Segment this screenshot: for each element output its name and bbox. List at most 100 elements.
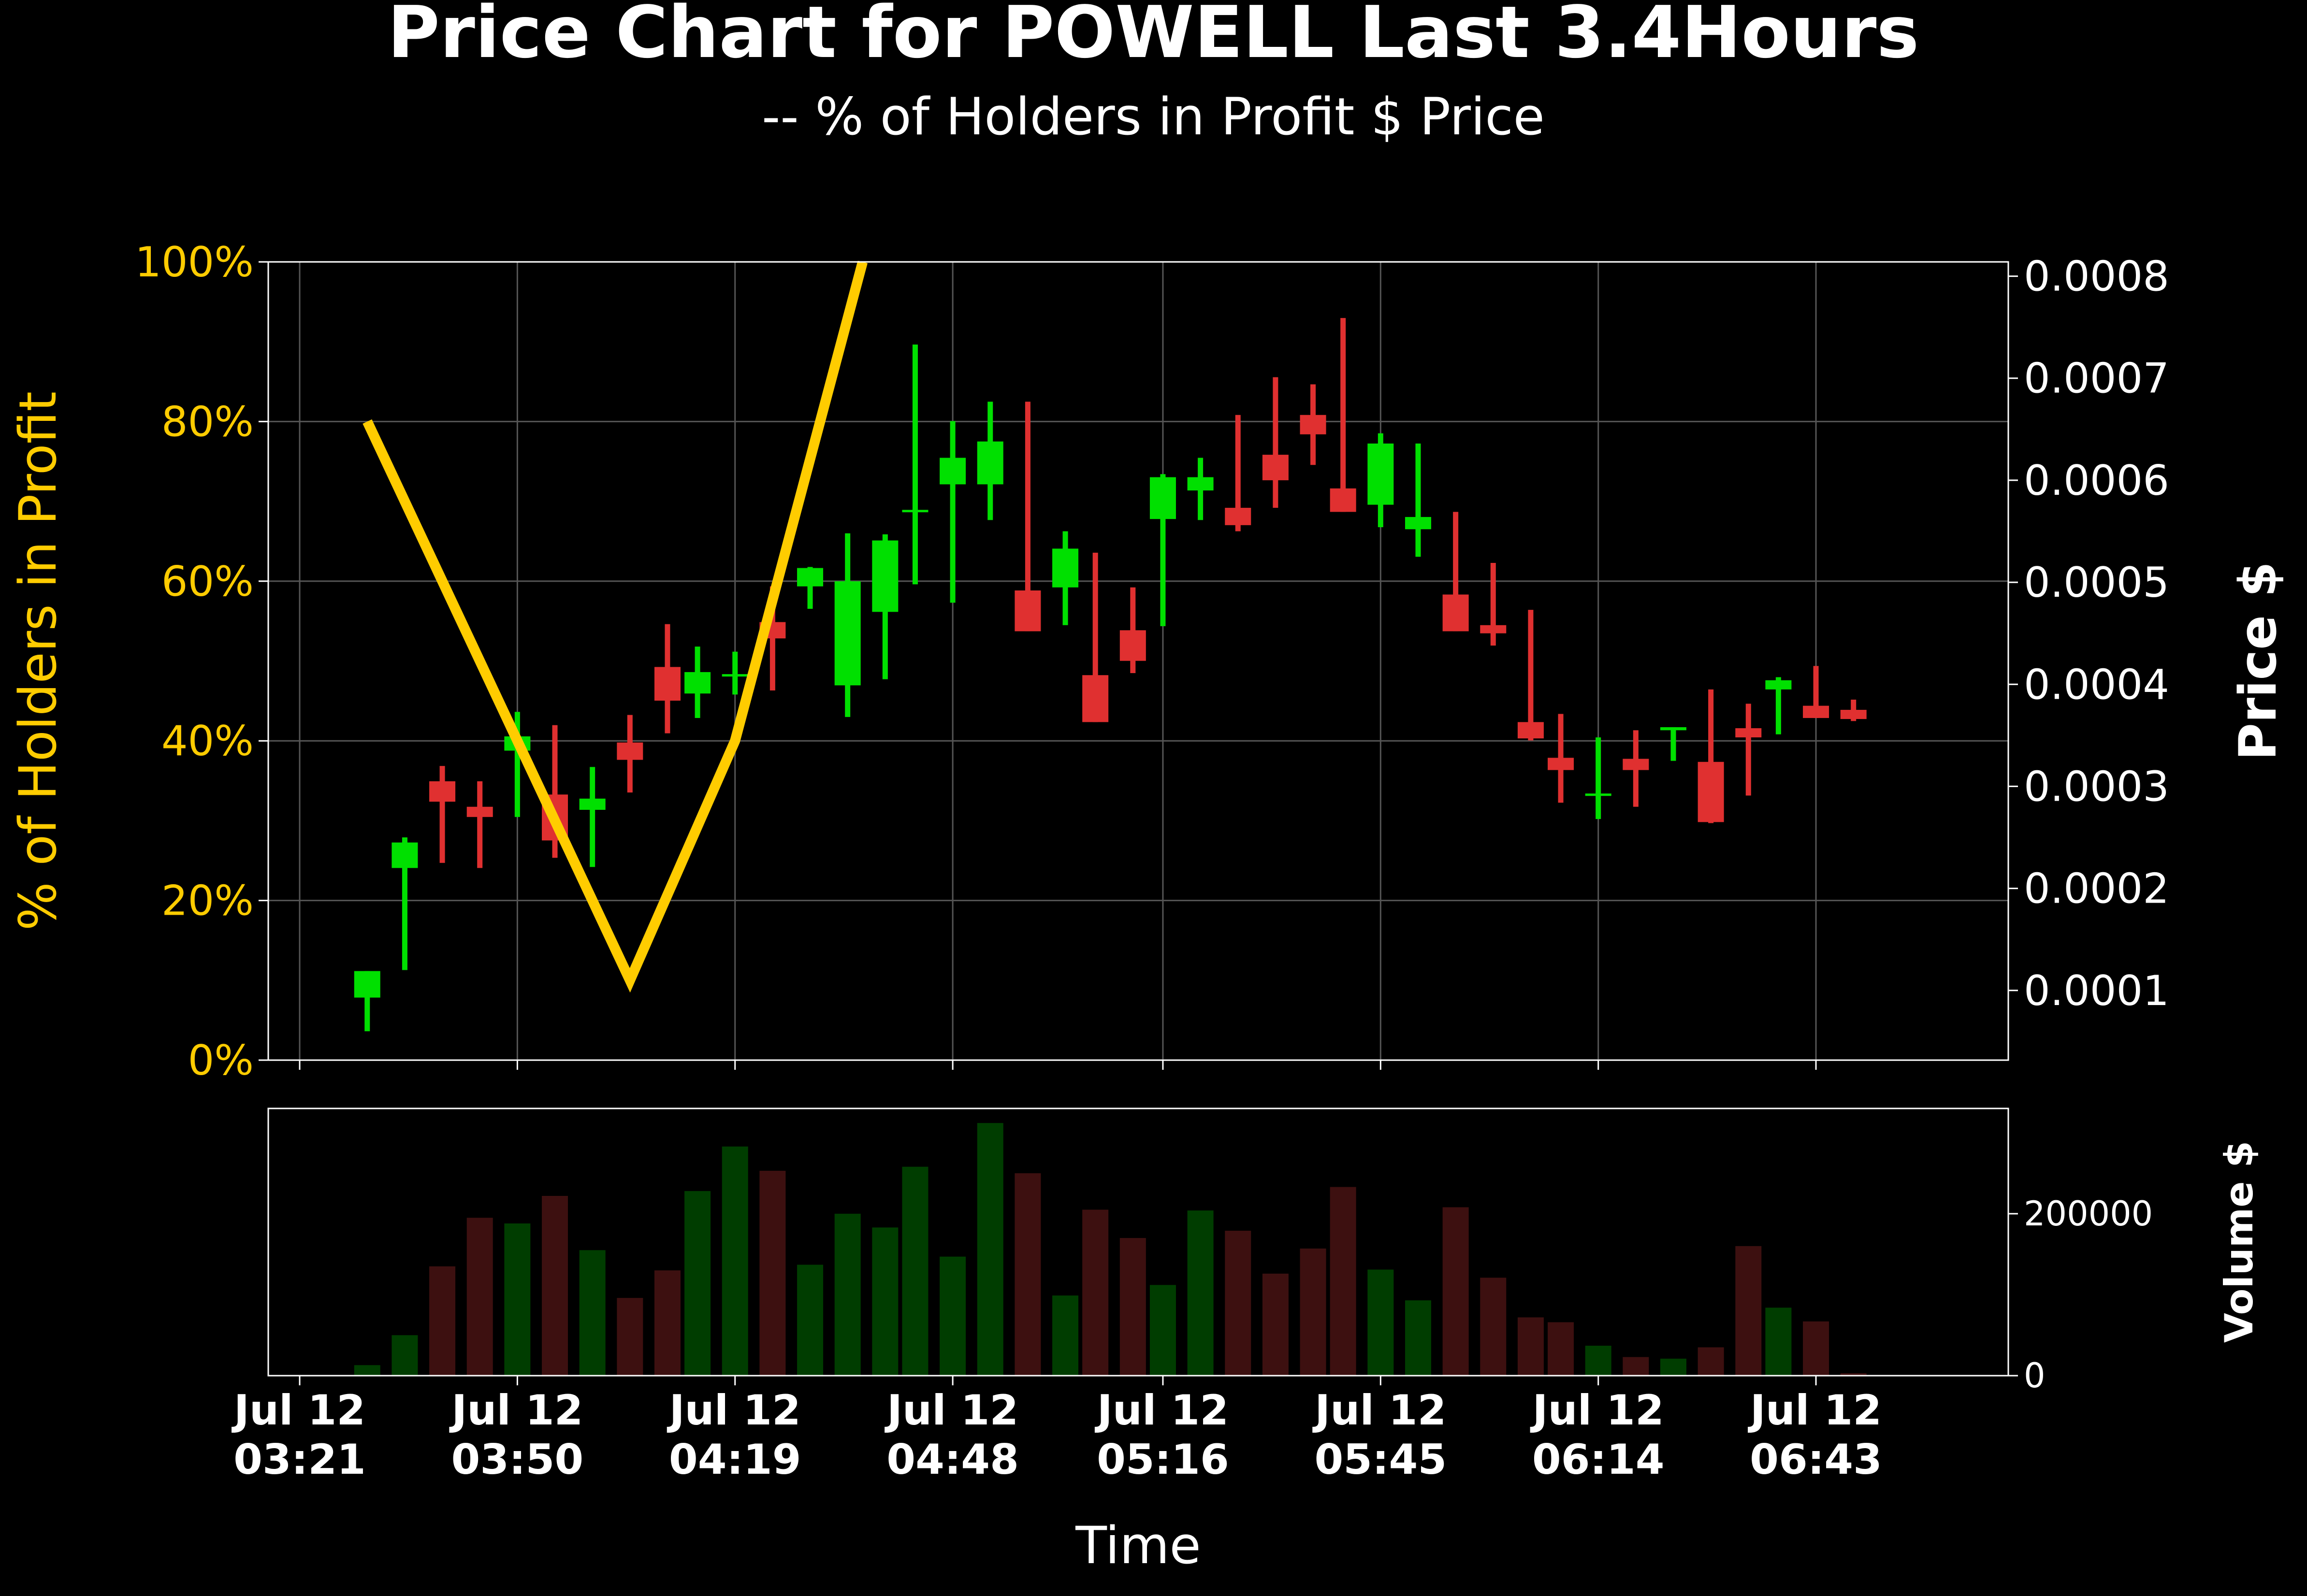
x-tick-date: Jul 12 [449,1386,583,1435]
candle-wick [514,712,520,817]
candle-body [392,842,418,868]
volume-bar [392,1335,418,1376]
x-tick-date: Jul 12 [232,1386,365,1435]
candle-body [977,441,1003,485]
x-axis-label: Time [1075,1516,1201,1575]
candle-wick [364,971,370,1032]
candle-body [579,798,606,810]
x-tick-date: Jul 12 [1312,1386,1446,1435]
candle-body [1330,488,1356,512]
volume-bar [1585,1345,1611,1376]
volume-panel-frame [267,1107,2009,1377]
volume-bar [1480,1278,1507,1376]
right-tick-label: 0.0004 [2024,661,2169,709]
volume-bar [504,1223,531,1376]
left-axis-ticks: 0% 20% 40% 60% 80% 100% [135,238,268,1085]
candle-wick [1453,512,1459,632]
candle-body [872,540,899,612]
volume-bar [1803,1321,1829,1376]
candle-wick [1092,552,1098,722]
volume-bar [1517,1317,1544,1376]
candle-wick [1490,562,1496,646]
x-tick-date: Jul 12 [667,1386,801,1435]
profit-line [363,261,868,993]
candle-body [834,581,861,686]
left-tick-label: 20% [161,877,254,925]
volume-bar [1765,1308,1792,1376]
candle-body [940,458,966,485]
candle-wick [1340,318,1346,512]
candle-body [1765,680,1792,690]
candle-body [1015,590,1041,632]
candle-wick [552,725,558,858]
candle-wick [1775,677,1781,734]
volume-bar [1442,1207,1469,1376]
volume-bar [1119,1238,1146,1376]
volume-bar [1698,1347,1724,1376]
volume-bar [1052,1295,1079,1376]
candle-wick [807,567,813,609]
volume-bar [1367,1269,1394,1376]
x-tick-time: 03:21 [233,1436,366,1484]
candle-body [1405,517,1431,530]
candle-wick [590,767,595,867]
left-tick-label: 80% [161,398,254,446]
volume-bar [1840,1373,1867,1376]
candle-body [429,781,456,802]
right-tick-label: 0.0002 [2024,865,2169,913]
candle-body [654,667,681,701]
volume-bar [1623,1357,1649,1376]
candle-body [722,674,748,677]
candle-body [1149,477,1176,519]
candle-body [1442,594,1469,632]
x-tick-date: Jul 12 [1095,1386,1229,1435]
volume-bar [902,1166,929,1376]
x-tick-time: 05:16 [1097,1436,1229,1484]
volume-bar [977,1123,1003,1376]
volume-bar [1262,1273,1289,1376]
candle-wick [1670,727,1676,761]
x-tick-time: 04:48 [886,1436,1019,1484]
candle-body [1187,477,1214,491]
candle-wick [402,837,407,970]
right-tick-label: 0.0006 [2024,457,2169,505]
candle-body [1803,705,1829,718]
candle-body [617,742,643,760]
x-tick-date: Jul 12 [1530,1386,1664,1435]
x-tick-time: 04:19 [669,1436,801,1484]
volume-bar [1405,1300,1431,1376]
candle-body [1300,415,1326,434]
left-tick-label: 0% [188,1036,254,1085]
price-panel-frame [267,261,2009,1061]
candle-body [1225,507,1251,525]
right-tick-label: 0.0003 [2024,762,2169,811]
candle-body [1548,758,1574,770]
volume-bar [834,1213,861,1376]
volume-bar [872,1227,899,1376]
volume-bars [354,1123,1867,1376]
x-tick-time: 06:43 [1750,1436,1882,1484]
volume-bar [1225,1231,1251,1376]
x-tick-time: 06:14 [1532,1436,1665,1484]
right-tick-label: 0.0008 [2024,253,2169,301]
left-tick-label: 100% [135,238,254,287]
candle-body [1480,625,1507,633]
volume-bar [1187,1210,1214,1376]
volume-bar [1330,1187,1356,1376]
volume-bar [1300,1248,1326,1376]
candle-wick [1708,689,1714,823]
candle-body [1735,728,1762,738]
candle-wick [732,651,738,695]
volume-bar [579,1250,606,1376]
candle-wick [1025,402,1030,632]
x-tick-date: Jul 12 [1748,1386,1882,1435]
candle-wick [477,781,483,868]
right-axis-ticks: 0.0001 0.0002 0.0003 0.0004 0.0005 0.0006 0.00… [2008,253,2169,1015]
volume-bar [429,1266,456,1376]
price-grid [268,261,2008,1061]
candle-body [1698,762,1724,822]
candle-body [1840,710,1867,719]
candle-body [797,568,824,587]
